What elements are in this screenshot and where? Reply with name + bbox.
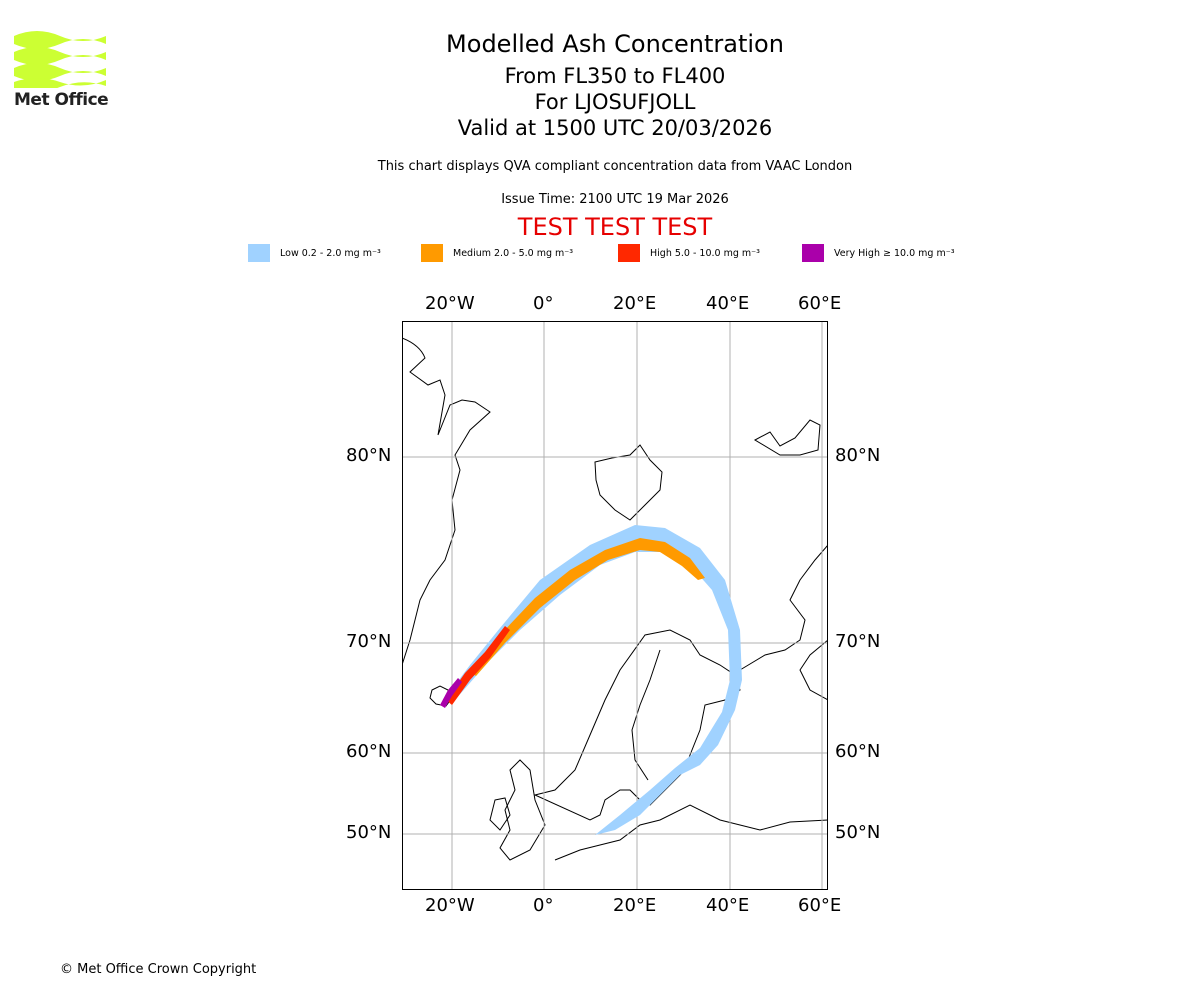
- lat-tick-left: 70°N: [346, 631, 392, 652]
- legend-swatch-high: [618, 244, 640, 262]
- legend-item-very-high: Very High ≥ 10.0 mg m⁻³: [802, 244, 955, 262]
- test-banner: TEST TEST TEST: [517, 213, 713, 241]
- ash-high-region: [446, 626, 510, 705]
- ireland-coast: [489, 797, 511, 831]
- legend-item-medium: Medium 2.0 - 5.0 mg m⁻³: [421, 244, 618, 262]
- ash-very-high-region: [440, 678, 462, 708]
- russia-coast: [739, 544, 828, 671]
- lat-tick-right: 70°N: [835, 631, 881, 652]
- met-office-logo-waves: [14, 31, 106, 88]
- lon-tick-bottom: 20°W: [425, 895, 475, 916]
- lon-tick-top: 20°W: [425, 293, 475, 314]
- ash-map: [402, 321, 828, 890]
- europe-coast: [554, 804, 828, 861]
- lon-tick-top: 60°E: [798, 293, 842, 314]
- legend-item-high: High 5.0 - 10.0 mg m⁻³: [618, 244, 802, 262]
- lat-tick-right: 50°N: [835, 822, 881, 843]
- legend: Low 0.2 - 2.0 mg m⁻³ Medium 2.0 - 5.0 mg…: [248, 244, 955, 262]
- lat-tick-left: 50°N: [346, 822, 392, 843]
- britain-coast: [499, 759, 546, 861]
- lon-tick-bottom: 40°E: [706, 895, 750, 916]
- franz-josef-coast: [753, 419, 821, 456]
- chart-title: Modelled Ash Concentration: [446, 30, 784, 58]
- coastlines: [402, 337, 828, 861]
- legend-label: Low 0.2 - 2.0 mg m⁻³: [280, 247, 381, 259]
- lat-tick-right: 80°N: [835, 445, 881, 466]
- map-frame: [402, 321, 828, 890]
- legend-swatch-low: [248, 244, 270, 262]
- gulf-bothnia: [631, 649, 661, 781]
- description: This chart displays QVA compliant concen…: [377, 159, 853, 174]
- volcano-name: For LJOSUFJOLL: [534, 90, 696, 114]
- svalbard-coast: [594, 444, 663, 521]
- lat-tick-left: 80°N: [346, 445, 392, 466]
- lat-tick-left: 60°N: [346, 741, 392, 762]
- lat-tick-right: 60°N: [835, 741, 881, 762]
- lon-tick-bottom: 20°E: [613, 895, 657, 916]
- gridlines: [402, 321, 828, 890]
- legend-label: High 5.0 - 10.0 mg m⁻³: [650, 247, 760, 259]
- legend-swatch-very-high: [802, 244, 824, 262]
- greenland-coast: [402, 337, 491, 666]
- issue-time: Issue Time: 2100 UTC 19 Mar 2026: [501, 192, 729, 207]
- lon-tick-bottom: 0°: [533, 895, 554, 916]
- legend-label: Medium 2.0 - 5.0 mg m⁻³: [453, 247, 574, 259]
- flight-levels: From FL350 to FL400: [504, 64, 726, 88]
- novaya-zemlya-coast: [799, 639, 828, 701]
- legend-label: Very High ≥ 10.0 mg m⁻³: [834, 247, 955, 259]
- lon-tick-bottom: 60°E: [798, 895, 842, 916]
- valid-time: Valid at 1500 UTC 20/03/2026: [457, 116, 773, 140]
- legend-swatch-medium: [421, 244, 443, 262]
- met-office-logo-text: Met Office: [14, 90, 109, 110]
- copyright: © Met Office Crown Copyright: [60, 962, 257, 977]
- lon-tick-top: 20°E: [613, 293, 657, 314]
- lon-tick-top: 0°: [533, 293, 554, 314]
- legend-item-low: Low 0.2 - 2.0 mg m⁻³: [248, 244, 421, 262]
- lon-tick-top: 40°E: [706, 293, 750, 314]
- ash-medium-region: [470, 538, 705, 676]
